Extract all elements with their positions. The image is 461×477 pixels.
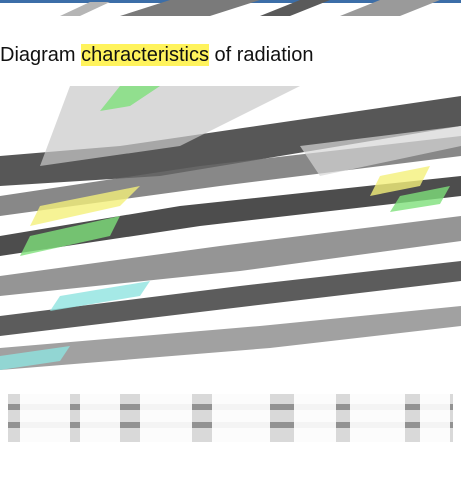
slide-heading: Diagram characteristics of radiation [0,44,313,67]
top-decoration-graphic [0,0,461,16]
heading-highlight: characteristics [81,44,209,66]
diagram-streaks [0,86,461,370]
radiation-diagram-image [0,86,461,370]
heading-prefix: Diagram [0,44,82,66]
bottom-logo-band [0,388,461,448]
radiation-diagram-graphic [0,86,461,370]
bottom-logo-graphic [0,388,461,448]
top-decoration-strip [0,0,461,16]
heading-suffix: of radiation [208,44,314,66]
footer-space [0,448,461,477]
